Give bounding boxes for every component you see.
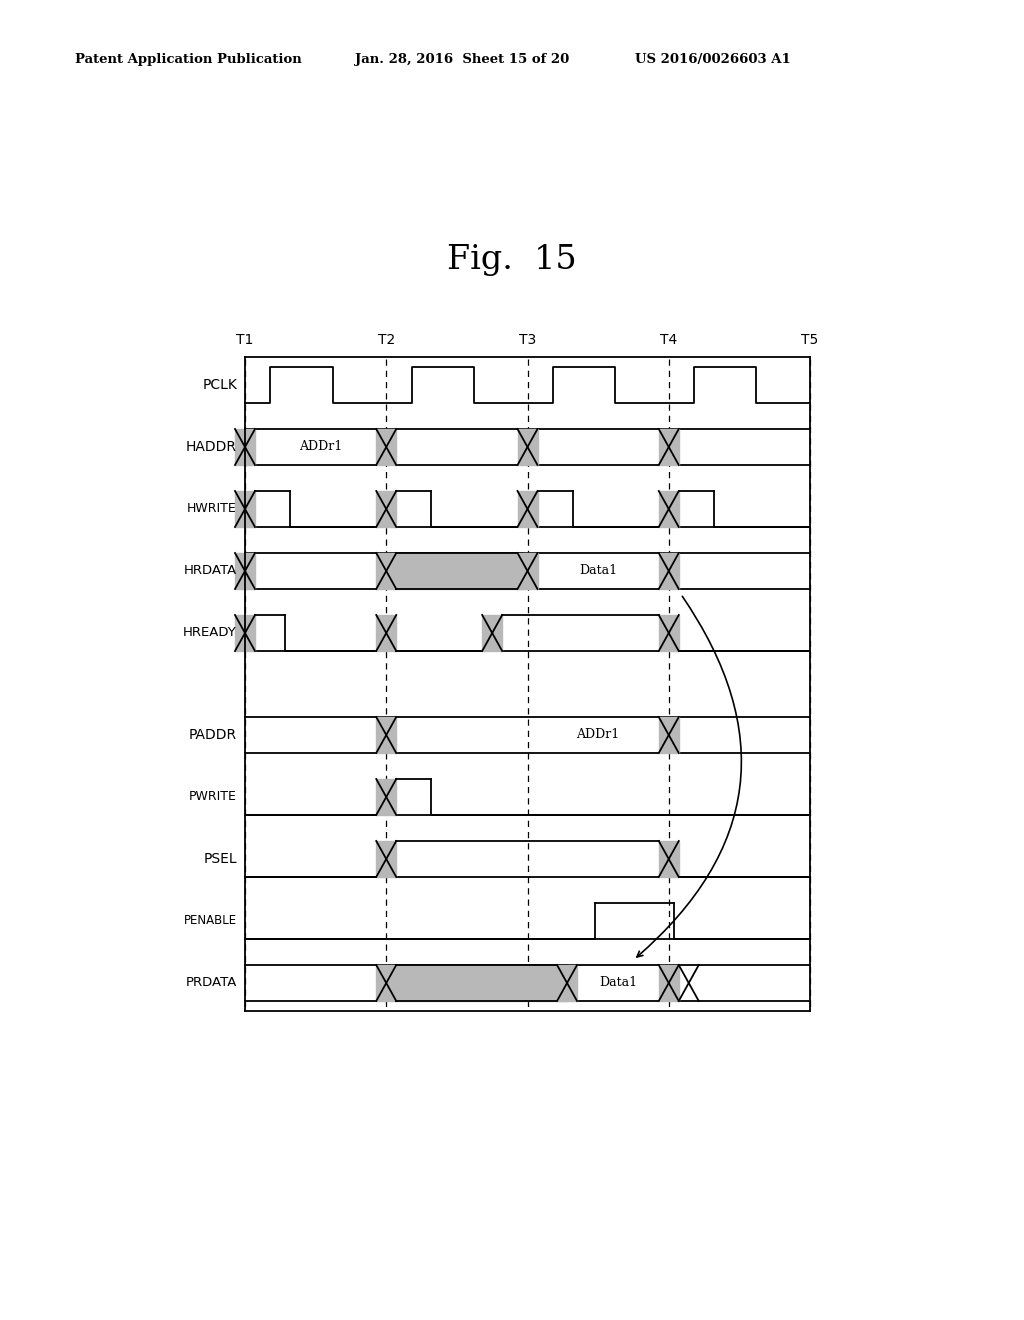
Polygon shape [658, 965, 679, 1001]
Text: HWRITE: HWRITE [187, 503, 237, 516]
Text: PENABLE: PENABLE [184, 915, 237, 928]
Text: Data1: Data1 [579, 565, 617, 578]
Polygon shape [376, 965, 396, 1001]
Text: T4: T4 [660, 333, 677, 347]
Text: T3: T3 [519, 333, 537, 347]
Text: US 2016/0026603 A1: US 2016/0026603 A1 [635, 54, 791, 66]
Polygon shape [376, 491, 396, 527]
Polygon shape [376, 615, 396, 651]
Polygon shape [376, 841, 396, 876]
Text: Fig.  15: Fig. 15 [447, 244, 577, 276]
Polygon shape [234, 615, 255, 651]
Polygon shape [482, 615, 502, 651]
Polygon shape [658, 553, 679, 589]
Text: T1: T1 [237, 333, 254, 347]
Text: PSEL: PSEL [204, 851, 237, 866]
Polygon shape [517, 491, 538, 527]
Polygon shape [234, 491, 255, 527]
Polygon shape [376, 717, 396, 752]
Polygon shape [658, 429, 679, 465]
Text: PRDATA: PRDATA [185, 977, 237, 990]
Text: T2: T2 [378, 333, 395, 347]
Polygon shape [517, 553, 538, 589]
Polygon shape [658, 491, 679, 527]
Polygon shape [658, 615, 679, 651]
Polygon shape [376, 779, 396, 814]
Polygon shape [658, 841, 679, 876]
Text: ADDr1: ADDr1 [577, 729, 620, 742]
Text: HRDATA: HRDATA [183, 565, 237, 578]
Text: PWRITE: PWRITE [189, 791, 237, 804]
Polygon shape [376, 429, 396, 465]
Text: T5: T5 [802, 333, 818, 347]
Text: Data1: Data1 [599, 977, 637, 990]
Text: Jan. 28, 2016  Sheet 15 of 20: Jan. 28, 2016 Sheet 15 of 20 [355, 54, 569, 66]
Polygon shape [234, 553, 255, 589]
Text: ADDr1: ADDr1 [299, 441, 342, 454]
Text: HADDR: HADDR [186, 440, 237, 454]
Text: PCLK: PCLK [202, 378, 237, 392]
Polygon shape [517, 429, 538, 465]
Polygon shape [396, 965, 567, 1001]
Polygon shape [376, 553, 396, 589]
Polygon shape [658, 717, 679, 752]
Polygon shape [557, 965, 578, 1001]
Text: Patent Application Publication: Patent Application Publication [75, 54, 302, 66]
Text: HREADY: HREADY [183, 627, 237, 639]
Text: PADDR: PADDR [188, 729, 237, 742]
Polygon shape [396, 553, 522, 589]
Polygon shape [234, 429, 255, 465]
